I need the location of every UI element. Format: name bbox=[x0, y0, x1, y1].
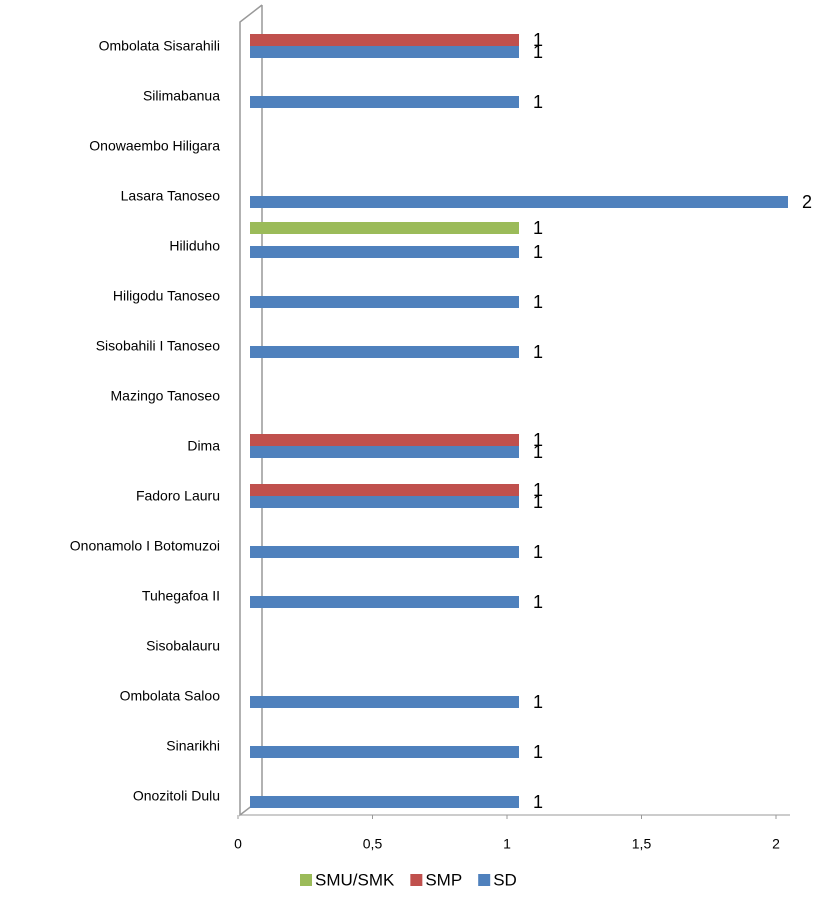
x-tick-label: 2 bbox=[772, 836, 780, 852]
y-tick-label: Hiligodu Tanoseo bbox=[113, 288, 220, 304]
data-label: 1 bbox=[533, 742, 543, 762]
data-label: 1 bbox=[533, 430, 543, 450]
y-tick-label: Mazingo Tanoseo bbox=[111, 388, 221, 404]
y-tick-label: Ombolata Sisarahili bbox=[99, 38, 220, 54]
data-label: 2 bbox=[802, 192, 812, 212]
data-label: 1 bbox=[533, 342, 543, 362]
legend-label: SMP bbox=[425, 870, 462, 889]
legend-swatch bbox=[478, 874, 491, 886]
data-label: 1 bbox=[533, 30, 543, 50]
bar bbox=[250, 296, 519, 308]
y-tick-label: Silimabanua bbox=[143, 88, 220, 104]
data-label: 1 bbox=[533, 492, 543, 512]
legend-swatch bbox=[300, 874, 312, 886]
bar bbox=[250, 546, 519, 558]
x-tick-label: 1 bbox=[503, 836, 511, 852]
bar bbox=[250, 96, 519, 108]
data-label: 1 bbox=[533, 692, 543, 712]
bar bbox=[250, 196, 788, 208]
bar bbox=[250, 34, 519, 46]
bar bbox=[250, 596, 519, 608]
data-label: 1 bbox=[533, 42, 543, 62]
x-tick-label: 0,5 bbox=[363, 836, 383, 852]
y-tick-label: Sisobahili I Tanoseo bbox=[96, 338, 220, 354]
bar bbox=[250, 46, 519, 58]
y-tick-label: Fadoro Lauru bbox=[136, 488, 220, 504]
y-tick-label: Dima bbox=[187, 438, 220, 454]
data-label: 1 bbox=[533, 242, 543, 262]
bar bbox=[250, 434, 519, 446]
y-tick-label: Ononamolo I Botomuzoi bbox=[70, 538, 220, 554]
axis-wall bbox=[239, 4, 263, 817]
y-tick-label: Onozitoli Dulu bbox=[133, 788, 220, 804]
y-tick-label: Ombolata Saloo bbox=[120, 688, 221, 704]
bar bbox=[250, 446, 519, 458]
bar bbox=[250, 496, 519, 508]
bar bbox=[250, 346, 519, 358]
legend-label: SD bbox=[493, 870, 517, 889]
bar bbox=[250, 746, 519, 758]
bar bbox=[250, 484, 519, 496]
data-label: 1 bbox=[533, 792, 543, 812]
data-label: 1 bbox=[533, 592, 543, 612]
data-label: 1 bbox=[533, 480, 543, 500]
x-tick-label: 0 bbox=[234, 836, 242, 852]
y-tick-label: Hiliduho bbox=[169, 238, 220, 254]
y-tick-label: Sinarikhi bbox=[166, 738, 220, 754]
data-label: 1 bbox=[533, 292, 543, 312]
bar bbox=[250, 222, 519, 234]
x-tick-label: 1,5 bbox=[632, 836, 652, 852]
legend-swatch bbox=[410, 874, 423, 886]
data-label: 1 bbox=[533, 92, 543, 112]
bar bbox=[250, 246, 519, 258]
y-tick-label: Sisobalauru bbox=[146, 638, 220, 654]
legend-label: SMU/SMK bbox=[315, 870, 395, 889]
data-label: 1 bbox=[533, 542, 543, 562]
y-tick-label: Lasara Tanoseo bbox=[121, 188, 221, 204]
y-tick-label: Tuhegafoa II bbox=[142, 588, 220, 604]
data-label: 1 bbox=[533, 218, 543, 238]
y-tick-label: Onowaembo Hiligara bbox=[89, 138, 220, 154]
bar bbox=[250, 696, 519, 708]
bar bbox=[250, 796, 519, 808]
data-label: 1 bbox=[533, 442, 543, 462]
